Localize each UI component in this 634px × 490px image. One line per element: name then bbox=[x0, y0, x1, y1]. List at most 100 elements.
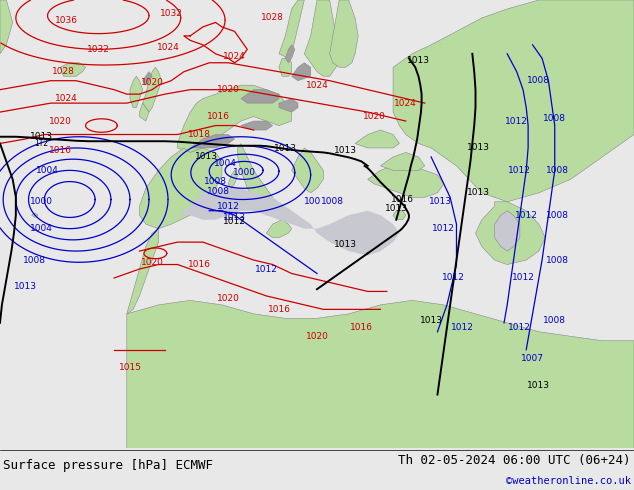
Text: 1013: 1013 bbox=[527, 381, 550, 390]
Text: 1024: 1024 bbox=[55, 94, 78, 103]
Text: 1013: 1013 bbox=[385, 204, 408, 213]
Text: 1004: 1004 bbox=[36, 166, 59, 175]
Polygon shape bbox=[285, 45, 295, 63]
Polygon shape bbox=[143, 72, 152, 85]
Text: 1016: 1016 bbox=[391, 195, 414, 204]
Text: 1020: 1020 bbox=[363, 112, 385, 121]
Polygon shape bbox=[178, 85, 292, 152]
Text: 1020: 1020 bbox=[49, 117, 72, 125]
Polygon shape bbox=[190, 135, 235, 148]
Text: 1004: 1004 bbox=[30, 224, 53, 233]
Polygon shape bbox=[127, 229, 158, 314]
Polygon shape bbox=[241, 90, 279, 103]
Polygon shape bbox=[238, 144, 273, 215]
Text: 1008: 1008 bbox=[543, 114, 566, 123]
Text: 1012: 1012 bbox=[451, 323, 474, 332]
Text: 1016: 1016 bbox=[188, 260, 211, 269]
Text: 1008: 1008 bbox=[204, 176, 227, 186]
Text: 1013: 1013 bbox=[274, 145, 297, 153]
Text: 1000: 1000 bbox=[30, 197, 53, 206]
Text: 1004: 1004 bbox=[214, 159, 236, 168]
Text: Surface pressure [hPa] ECMWF: Surface pressure [hPa] ECMWF bbox=[3, 459, 213, 471]
Polygon shape bbox=[130, 76, 143, 108]
Polygon shape bbox=[60, 63, 86, 76]
Polygon shape bbox=[476, 202, 545, 265]
Text: 1012: 1012 bbox=[255, 265, 278, 273]
Text: 1008: 1008 bbox=[23, 256, 46, 265]
Polygon shape bbox=[495, 211, 520, 251]
Text: 100: 100 bbox=[304, 197, 321, 206]
Text: 1008: 1008 bbox=[543, 316, 566, 325]
Text: 1020: 1020 bbox=[217, 294, 240, 303]
Polygon shape bbox=[225, 188, 238, 215]
Text: 1012: 1012 bbox=[442, 273, 465, 282]
Text: 1008: 1008 bbox=[527, 76, 550, 85]
Text: 1032: 1032 bbox=[87, 45, 110, 54]
Text: 1012: 1012 bbox=[223, 218, 246, 226]
Text: 1024: 1024 bbox=[157, 43, 179, 51]
Text: 1016: 1016 bbox=[350, 323, 373, 332]
Text: 1013: 1013 bbox=[407, 56, 430, 65]
Text: 1028: 1028 bbox=[261, 13, 284, 23]
Text: 1020: 1020 bbox=[217, 85, 240, 94]
Polygon shape bbox=[292, 63, 311, 81]
Text: 1028: 1028 bbox=[52, 67, 75, 76]
Text: 1008: 1008 bbox=[547, 211, 569, 220]
Polygon shape bbox=[393, 0, 634, 202]
Text: 1036: 1036 bbox=[55, 16, 78, 24]
Text: 1013: 1013 bbox=[467, 144, 490, 152]
Text: 1012: 1012 bbox=[512, 273, 534, 282]
Polygon shape bbox=[127, 300, 634, 448]
Text: 1012: 1012 bbox=[508, 323, 531, 332]
Text: 1020: 1020 bbox=[141, 258, 164, 267]
Text: 1013: 1013 bbox=[195, 152, 217, 161]
Text: 1020: 1020 bbox=[141, 78, 164, 87]
Polygon shape bbox=[143, 67, 162, 112]
Text: 1000: 1000 bbox=[233, 168, 256, 177]
Polygon shape bbox=[266, 220, 292, 238]
Text: 1012: 1012 bbox=[505, 117, 528, 125]
Text: 1013: 1013 bbox=[223, 213, 246, 222]
Polygon shape bbox=[279, 98, 298, 112]
Text: 1013: 1013 bbox=[420, 316, 443, 325]
Text: 1018: 1018 bbox=[188, 130, 211, 139]
Text: 1013: 1013 bbox=[429, 197, 452, 206]
Polygon shape bbox=[228, 171, 238, 188]
Text: 1012: 1012 bbox=[515, 211, 538, 220]
Text: 1008: 1008 bbox=[547, 166, 569, 175]
Polygon shape bbox=[32, 213, 38, 218]
Text: 1032: 1032 bbox=[160, 9, 183, 18]
Polygon shape bbox=[330, 0, 358, 67]
Text: 1016: 1016 bbox=[207, 112, 230, 121]
Text: 1016: 1016 bbox=[268, 305, 290, 314]
Text: 1015: 1015 bbox=[119, 363, 141, 372]
Text: 1012: 1012 bbox=[508, 166, 531, 175]
Text: Th 02-05-2024 06:00 UTC (06+24): Th 02-05-2024 06:00 UTC (06+24) bbox=[398, 454, 631, 466]
Text: 1024: 1024 bbox=[223, 51, 246, 61]
Text: 1008: 1008 bbox=[321, 197, 344, 206]
Polygon shape bbox=[380, 152, 425, 171]
Text: 1024: 1024 bbox=[306, 81, 328, 90]
Text: 1013: 1013 bbox=[334, 240, 357, 249]
Text: 1013: 1013 bbox=[14, 282, 37, 292]
Polygon shape bbox=[139, 148, 222, 229]
Polygon shape bbox=[279, 58, 292, 76]
Text: 1016: 1016 bbox=[49, 146, 72, 155]
Text: ©weatheronline.co.uk: ©weatheronline.co.uk bbox=[506, 476, 631, 486]
Text: 1007: 1007 bbox=[521, 354, 544, 363]
Polygon shape bbox=[368, 166, 444, 197]
Polygon shape bbox=[0, 0, 13, 54]
Text: 1008: 1008 bbox=[207, 187, 230, 196]
Text: 1T2: 1T2 bbox=[34, 139, 48, 148]
Polygon shape bbox=[279, 0, 304, 58]
Polygon shape bbox=[241, 121, 273, 130]
Text: 1008: 1008 bbox=[547, 256, 569, 265]
Polygon shape bbox=[304, 0, 339, 76]
Polygon shape bbox=[355, 130, 399, 148]
Text: 1012: 1012 bbox=[432, 224, 455, 233]
Polygon shape bbox=[178, 188, 399, 256]
Text: 1013: 1013 bbox=[334, 146, 357, 155]
Polygon shape bbox=[139, 103, 149, 121]
Text: 1012: 1012 bbox=[217, 202, 240, 211]
Text: 1020: 1020 bbox=[306, 332, 328, 341]
